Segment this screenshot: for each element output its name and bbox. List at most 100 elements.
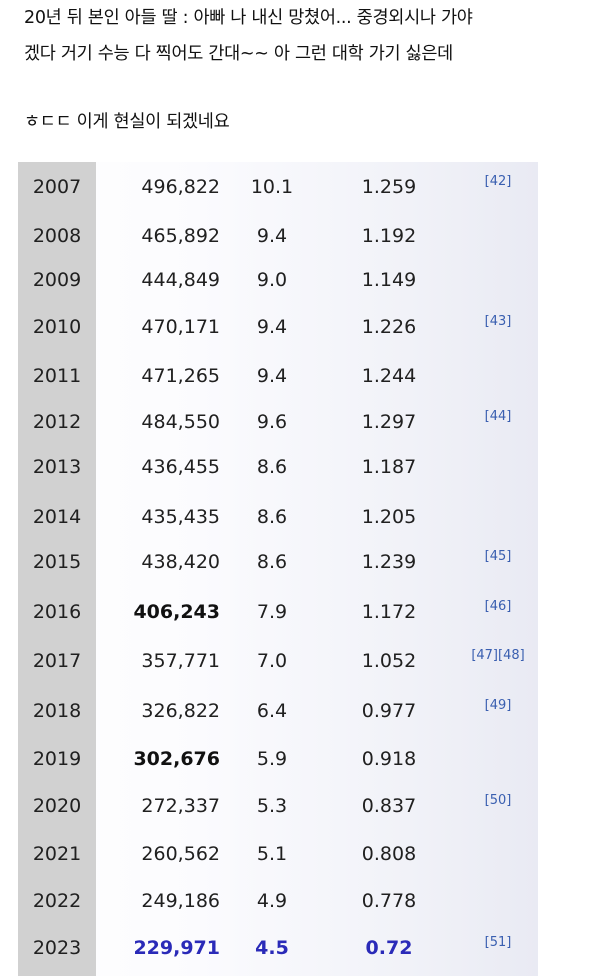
reference-link[interactable]	[448, 216, 548, 256]
year-cell: 2008	[32, 225, 82, 247]
birth-rate-cell: 9.4	[256, 225, 288, 247]
reference-link[interactable]: [42]	[484, 174, 512, 189]
fertility-rate-cell: 1.192	[361, 225, 417, 247]
year-cell: 2012	[32, 411, 82, 433]
reference-link[interactable]	[448, 739, 548, 779]
year-cell: 2007	[32, 176, 82, 198]
fertility-rate-cell: 1.297	[361, 411, 417, 433]
births-cell: 357,771	[141, 650, 220, 672]
year-cell: 2016	[32, 601, 82, 623]
birth-rate-cell: 5.9	[256, 748, 288, 770]
fertility-rate-cell: 1.172	[361, 601, 417, 623]
fertility-rate-cell: 0.918	[361, 748, 417, 770]
reference-link[interactable]: [50]	[484, 793, 512, 808]
fertility-rate-cell: 1.149	[361, 269, 417, 291]
fertility-rate-cell: 0.808	[361, 843, 417, 865]
reference-link[interactable]	[448, 447, 548, 487]
paragraph-gap	[24, 72, 584, 104]
birth-rate-cell: 9.4	[256, 316, 288, 338]
birth-rate-cell: 4.9	[256, 890, 288, 912]
reference-link[interactable]	[448, 497, 548, 537]
fertility-rate-cell: 0.837	[361, 795, 417, 817]
year-cell: 2021	[32, 843, 82, 865]
year-cell: 2010	[32, 316, 82, 338]
births-cell: 302,676	[133, 748, 220, 770]
fertility-rate-cell: 1.226	[361, 316, 417, 338]
fertility-rate-cell: 0.72	[365, 937, 413, 959]
fertility-rate-cell: 1.205	[361, 506, 417, 528]
reference-link[interactable]: [47][48]	[471, 648, 525, 663]
year-cell: 2022	[32, 890, 82, 912]
year-cell: 2023	[32, 937, 82, 959]
fertility-rate-cell: 1.052	[361, 650, 417, 672]
reference-link[interactable]: [46]	[484, 599, 512, 614]
fertility-rate-cell: 0.778	[361, 890, 417, 912]
year-cell: 2009	[32, 269, 82, 291]
year-cell: 2015	[32, 551, 82, 573]
fertility-rate-cell: 0.977	[361, 700, 417, 722]
table-row: 2022 249,186 4.9 0.778	[18, 881, 538, 921]
birth-rate-cell: 8.6	[256, 506, 288, 528]
year-cell: 2020	[32, 795, 82, 817]
birth-rate-cell: 5.3	[256, 795, 288, 817]
post-body: 20년 뒤 본인 아들 딸 : 아빠 나 내신 망쳤어... 중경외시나 가야 …	[24, 0, 584, 140]
reference-link[interactable]	[448, 356, 548, 396]
table-row: 2013 436,455 8.6 1.187	[18, 447, 538, 487]
table-row: 2018 326,822 6.4 0.977 [49]	[18, 691, 538, 731]
year-cell: 2011	[32, 365, 82, 387]
birth-rate-cell: 7.9	[256, 601, 288, 623]
fertility-rate-cell: 1.259	[361, 176, 417, 198]
year-column-background	[18, 162, 96, 976]
birth-rate-cell: 4.5	[255, 937, 289, 959]
reference-link[interactable]	[448, 260, 548, 300]
reference-link[interactable]: [44]	[484, 409, 512, 424]
fertility-rate-cell: 1.187	[361, 456, 417, 478]
birth-rate-cell: 7.0	[256, 650, 288, 672]
table-row: 2019 302,676 5.9 0.918	[18, 739, 538, 779]
births-cell: 249,186	[141, 890, 220, 912]
post-text-line: 겠다 거기 수능 다 찍어도 간대~~ 아 그런 대학 가기 싫은데	[24, 44, 453, 64]
births-cell: 406,243	[133, 601, 220, 623]
births-cell: 471,265	[141, 365, 220, 387]
birth-rate-cell: 8.6	[256, 551, 288, 573]
table-row: 2016 406,243 7.9 1.172 [46]	[18, 592, 538, 632]
table-row: 2015 438,420 8.6 1.239 [45]	[18, 542, 538, 582]
reference-link[interactable]	[448, 834, 548, 874]
birth-rate-cell: 9.6	[256, 411, 288, 433]
births-cell: 496,822	[141, 176, 220, 198]
birth-rate-cell: 8.6	[256, 456, 288, 478]
reference-link[interactable]: [43]	[484, 314, 512, 329]
table-row: 2008 465,892 9.4 1.192	[18, 216, 538, 256]
birth-rate-cell: 6.4	[256, 700, 288, 722]
fertility-rate-cell: 1.244	[361, 365, 417, 387]
year-cell: 2014	[32, 506, 82, 528]
table-row: 2007 496,822 10.1 1.259 [42]	[18, 167, 538, 207]
births-cell: 272,337	[141, 795, 220, 817]
reference-link[interactable]: [51]	[484, 935, 512, 950]
births-cell: 444,849	[141, 269, 220, 291]
birth-rate-cell: 10.1	[250, 176, 294, 198]
reference-link[interactable]: [49]	[484, 698, 512, 713]
table-row: 2017 357,771 7.0 1.052 [47][48]	[18, 641, 538, 681]
births-cell: 470,171	[141, 316, 220, 338]
birth-rate-cell: 5.1	[256, 843, 288, 865]
table-row: 2014 435,435 8.6 1.205	[18, 497, 538, 537]
reference-link[interactable]	[448, 881, 548, 921]
birth-statistics-table: 2007 496,822 10.1 1.259 [42] 2008 465,892 9.4 1.…	[18, 162, 538, 976]
year-cell: 2013	[32, 456, 82, 478]
year-cell: 2017	[32, 650, 82, 672]
table-row: 2021 260,562 5.1 0.808	[18, 834, 538, 874]
year-cell: 2018	[32, 700, 82, 722]
post-text-line: ㅎㄷㄷ 이게 현실이 되겠네요	[24, 112, 230, 132]
births-cell: 260,562	[141, 843, 220, 865]
table-row: 2012 484,550 9.6 1.297 [44]	[18, 402, 538, 442]
table-row: 2011 471,265 9.4 1.244	[18, 356, 538, 396]
reference-link[interactable]: [45]	[484, 549, 512, 564]
table-row: 2010 470,171 9.4 1.226 [43]	[18, 307, 538, 347]
births-cell: 326,822	[141, 700, 220, 722]
fertility-rate-cell: 1.239	[361, 551, 417, 573]
table-row: 2023 229,971 4.5 0.72 [51]	[18, 928, 538, 968]
birth-rate-cell: 9.4	[256, 365, 288, 387]
births-cell: 436,455	[141, 456, 220, 478]
births-cell: 435,435	[141, 506, 220, 528]
